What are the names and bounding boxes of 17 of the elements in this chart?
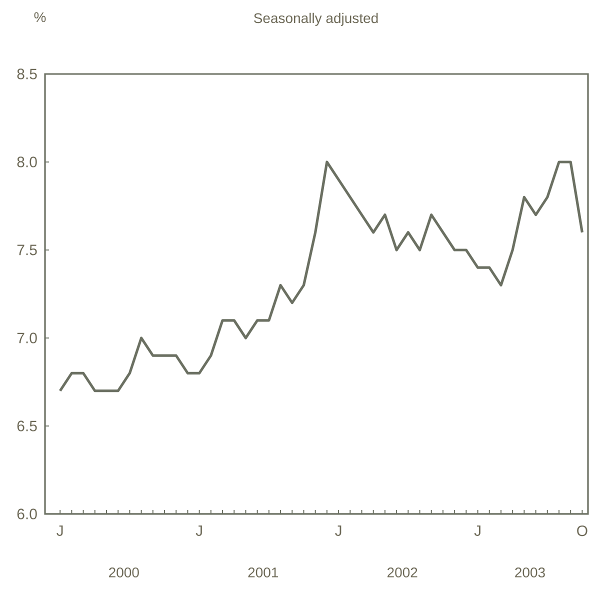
x-tick-label: J — [196, 526, 202, 536]
y-tick-label: 8.5 — [17, 68, 37, 80]
x-tick-label: J — [335, 526, 342, 536]
x-tick-label: J — [474, 526, 480, 536]
text: 2003 — [515, 568, 545, 578]
y-tick-label: 7.0 — [17, 332, 37, 344]
x-tick-label: O — [577, 526, 588, 536]
text: 2002 — [387, 568, 418, 578]
x-tick-label: J — [56, 526, 63, 536]
text: 2001 — [248, 568, 278, 578]
text: 2000 — [109, 568, 139, 578]
y-axis-title: % — [34, 12, 46, 22]
y-tick-label: 6.0 — [17, 508, 37, 520]
y-tick-label: 7.5 — [17, 244, 37, 256]
chart-title: Seasonally adjusted — [254, 12, 378, 26]
y-tick-label: 8.0 — [17, 156, 37, 168]
y-tick-label: 6.5 — [17, 420, 37, 432]
